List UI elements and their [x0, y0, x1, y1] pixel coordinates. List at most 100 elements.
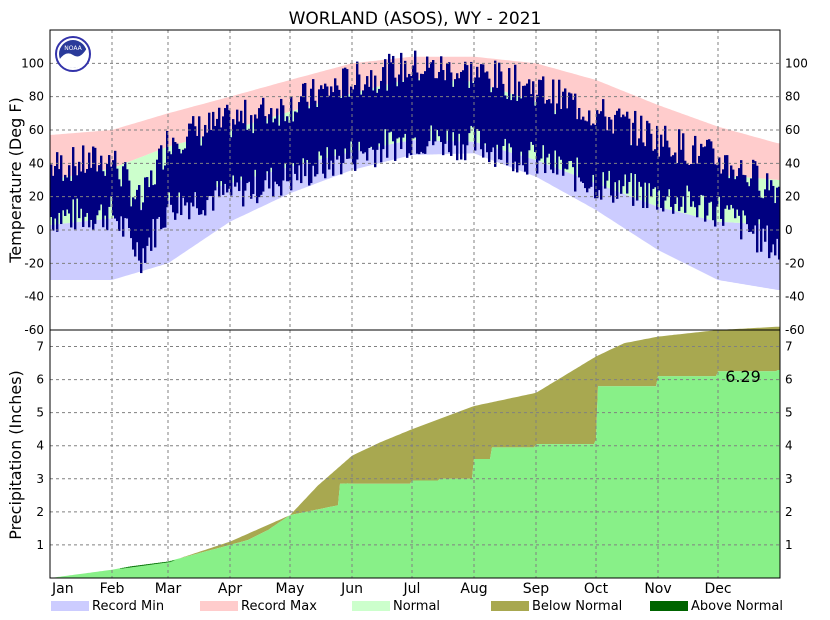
- observed-temp-bar: [202, 136, 205, 211]
- observed-temp-bar: [300, 96, 303, 184]
- observed-temp-bar: [378, 88, 381, 144]
- observed-temp-bar: [362, 90, 365, 154]
- temp-tick-label-left: 100: [21, 56, 44, 70]
- above-normal-bar: [138, 565, 141, 567]
- observed-temp-bar: [548, 99, 551, 154]
- observed-temp-bar: [654, 149, 657, 188]
- observed-temp-bar: [218, 107, 221, 198]
- observed-temp-bar: [366, 76, 369, 161]
- observed-temp-bar: [314, 100, 317, 177]
- observed-temp-bar: [292, 121, 295, 164]
- observed-temp-bar: [322, 88, 325, 174]
- observed-temp-bar: [148, 187, 151, 238]
- observed-temp-bar: [276, 108, 279, 185]
- observed-temp-bar: [94, 147, 97, 224]
- observed-temp-bar: [134, 199, 137, 257]
- observed-temp-bar: [110, 166, 113, 197]
- month-tick-label: Oct: [584, 581, 609, 597]
- observed-temp-bar: [536, 94, 539, 174]
- observed-temp-bar: [206, 132, 209, 201]
- observed-temp-bar: [54, 166, 57, 219]
- month-tick-label: Apr: [218, 581, 242, 597]
- above-normal-bar: [144, 564, 147, 566]
- observed-temp-bar: [330, 86, 333, 161]
- observed-temp-bar: [508, 68, 511, 144]
- observed-temp-bar: [586, 121, 589, 193]
- observed-temp-bar: [476, 66, 479, 129]
- observed-temp-bar: [770, 180, 773, 253]
- observed-temp-bar: [204, 124, 207, 216]
- observed-temp-bar: [198, 116, 201, 215]
- observed-temp-bar: [138, 185, 141, 261]
- above-normal-bar: [166, 561, 169, 563]
- observed-temp-bar: [538, 79, 541, 161]
- observed-temp-bar: [624, 116, 627, 175]
- observed-temp-bar: [672, 155, 675, 214]
- observed-temp-bar: [602, 99, 605, 173]
- observed-temp-bar: [730, 165, 733, 205]
- observed-temp-bar: [174, 142, 177, 220]
- observed-temp-bar: [116, 168, 119, 222]
- observed-temp-bar: [230, 137, 233, 196]
- observed-temp-bar: [106, 163, 109, 231]
- observed-temp-bar: [716, 165, 719, 207]
- temp-tick-label-left: -60: [24, 323, 44, 337]
- observed-temp-bar: [644, 146, 647, 183]
- observed-temp-bar: [178, 148, 181, 193]
- observed-temp-bar: [440, 56, 443, 143]
- observed-temp-bar: [746, 182, 749, 225]
- observed-temp-bar: [298, 102, 301, 166]
- observed-temp-bar: [398, 74, 401, 138]
- observed-temp-bar: [344, 67, 347, 149]
- observed-temp-bar: [124, 162, 127, 219]
- observed-temp-bar: [760, 197, 763, 252]
- observed-temp-bar: [598, 113, 601, 191]
- observed-temp-bar: [632, 122, 635, 206]
- observed-temp-bar: [580, 119, 583, 182]
- observed-temp-bar: [428, 67, 431, 142]
- observed-temp-bar: [394, 77, 397, 161]
- observed-temp-bar: [490, 92, 493, 153]
- observed-temp-bar: [516, 100, 519, 173]
- temp-tick-label-left: -40: [24, 290, 44, 304]
- record-min-band: [50, 140, 780, 290]
- observed-temp-bar: [682, 133, 685, 197]
- observed-temp-bar: [52, 175, 55, 231]
- observed-temp-bar: [526, 83, 529, 175]
- observed-temp-bar: [704, 146, 707, 222]
- observed-temp-bar: [520, 98, 523, 152]
- observed-temp-bar: [364, 84, 367, 153]
- observed-temp-bar: [176, 143, 179, 214]
- observed-temp-bar: [188, 123, 191, 220]
- observed-temp-bar: [136, 189, 139, 243]
- observed-temp-bar: [680, 149, 683, 207]
- temp-tick-label-left: 60: [29, 123, 44, 137]
- observed-temp-bar: [72, 147, 75, 200]
- observed-temp-bar: [62, 180, 65, 211]
- observed-temp-bar: [280, 98, 283, 196]
- observed-temp-bar: [620, 117, 623, 194]
- temperature-axis-label: Temperature (Deg F): [6, 97, 25, 264]
- observed-temp-bar: [702, 147, 705, 196]
- observed-temp-bar: [648, 123, 651, 184]
- observed-precip-area: [50, 370, 780, 578]
- observed-temp-bar: [352, 89, 355, 165]
- observed-temp-bar: [382, 67, 385, 150]
- observed-temp-bar: [474, 77, 477, 151]
- observed-temp-bar: [66, 177, 69, 210]
- observed-temp-bar: [232, 119, 235, 176]
- observed-temp-bar: [638, 138, 641, 182]
- observed-temp-bar: [402, 81, 405, 138]
- observed-temp-bar: [78, 161, 81, 219]
- observed-temp-bar: [210, 129, 213, 197]
- observed-temp-bar: [742, 174, 745, 211]
- observed-temp-bar: [774, 203, 777, 256]
- observed-temp-bar: [220, 127, 223, 182]
- observed-temp-bar: [608, 117, 611, 171]
- observed-temp-bar: [750, 178, 753, 232]
- observed-temp-bar: [660, 134, 663, 208]
- precip-tick-label-left: 1: [36, 538, 44, 552]
- above-normal-bar: [150, 563, 153, 565]
- observed-temp-bar: [332, 92, 335, 176]
